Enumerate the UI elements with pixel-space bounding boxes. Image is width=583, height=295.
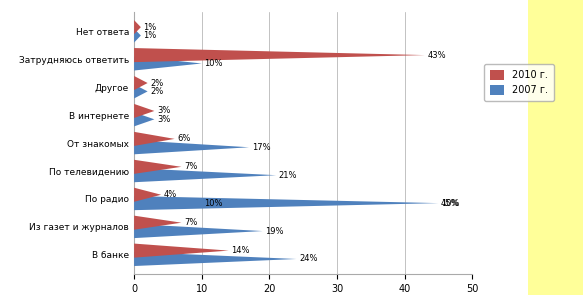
Polygon shape bbox=[134, 112, 154, 126]
Polygon shape bbox=[134, 104, 154, 118]
Text: 24%: 24% bbox=[299, 255, 318, 263]
Polygon shape bbox=[134, 76, 147, 90]
Text: 19%: 19% bbox=[265, 227, 284, 235]
Text: 43%: 43% bbox=[427, 51, 446, 60]
Polygon shape bbox=[134, 252, 296, 266]
Text: 4%: 4% bbox=[164, 190, 177, 199]
Text: 10%: 10% bbox=[441, 199, 459, 208]
Text: 14%: 14% bbox=[231, 246, 250, 255]
Bar bbox=[528, 0, 583, 295]
Polygon shape bbox=[134, 84, 147, 99]
Text: 10%: 10% bbox=[205, 59, 223, 68]
Text: 7%: 7% bbox=[184, 162, 198, 171]
Text: 21%: 21% bbox=[279, 171, 297, 180]
Polygon shape bbox=[134, 188, 161, 202]
Text: 2%: 2% bbox=[150, 78, 164, 88]
Text: 7%: 7% bbox=[184, 218, 198, 227]
Text: 17%: 17% bbox=[252, 143, 271, 152]
Text: 3%: 3% bbox=[157, 106, 170, 115]
Text: 2%: 2% bbox=[150, 87, 164, 96]
Polygon shape bbox=[134, 29, 141, 42]
Polygon shape bbox=[134, 56, 202, 71]
Polygon shape bbox=[134, 160, 181, 174]
Text: 1%: 1% bbox=[143, 31, 157, 40]
Polygon shape bbox=[134, 48, 425, 62]
Polygon shape bbox=[134, 132, 175, 146]
Text: 3%: 3% bbox=[157, 115, 170, 124]
Text: 10%: 10% bbox=[205, 199, 223, 208]
Polygon shape bbox=[134, 140, 249, 154]
Polygon shape bbox=[134, 196, 438, 210]
Polygon shape bbox=[134, 20, 141, 34]
Text: 6%: 6% bbox=[177, 135, 191, 143]
Text: 1%: 1% bbox=[143, 23, 157, 32]
Legend: 2010 г., 2007 г.: 2010 г., 2007 г. bbox=[484, 64, 554, 101]
Polygon shape bbox=[134, 244, 229, 258]
Text: 45%: 45% bbox=[441, 199, 459, 208]
Polygon shape bbox=[134, 216, 181, 230]
Polygon shape bbox=[134, 224, 262, 238]
Polygon shape bbox=[134, 168, 276, 182]
